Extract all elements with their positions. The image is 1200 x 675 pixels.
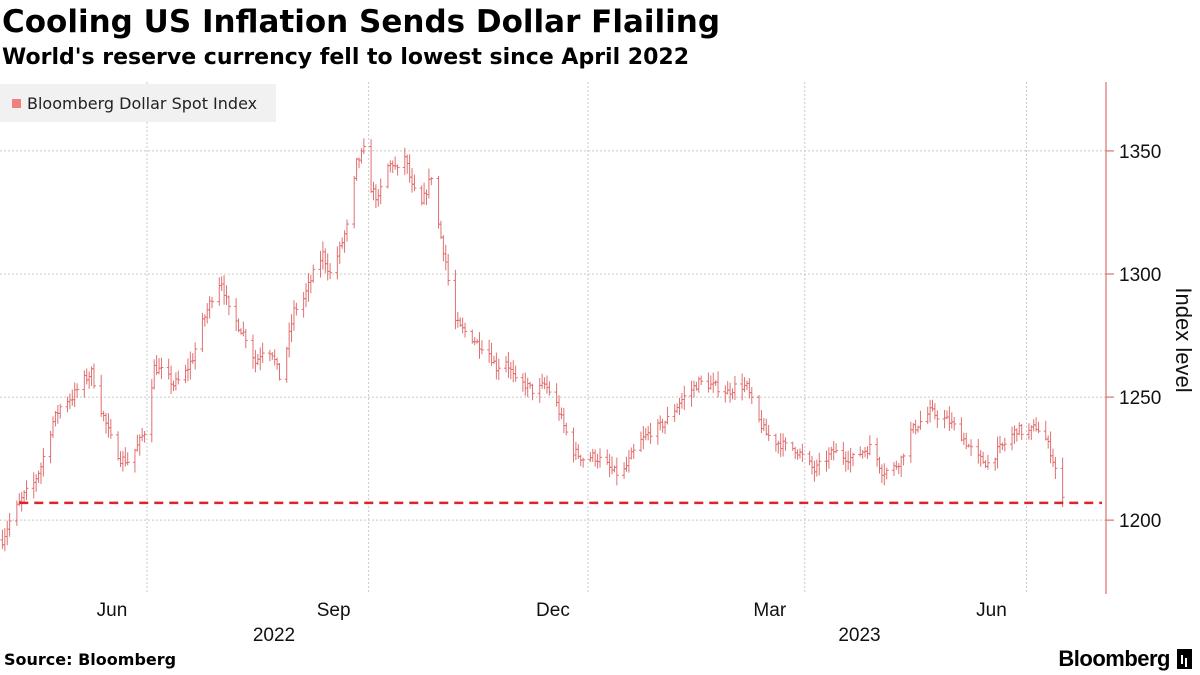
y-axis-label: Index level — [1171, 287, 1196, 392]
y-tick-label: 1350 — [1119, 142, 1161, 163]
series-bloomberg-dollar-spot-index — [0, 138, 1065, 552]
legend: Bloomberg Dollar Spot Index — [0, 84, 276, 122]
legend-swatch — [12, 98, 21, 108]
grid — [0, 82, 1106, 594]
x-tick-label: Sep — [317, 600, 351, 621]
legend-label: Bloomberg Dollar Spot Index — [27, 93, 258, 113]
brand-name: Bloomberg — [1058, 646, 1170, 671]
y-axis: 1200 1250 1300 1350 Index level — [1105, 82, 1196, 594]
x-tick-label: Dec — [536, 600, 570, 621]
x-tick-label: Jun — [97, 600, 128, 621]
bloomberg-badge-icon — [1177, 649, 1192, 669]
bloomberg-logo: Bloomberg — [1058, 646, 1192, 672]
x-axis: Jun Sep Dec Mar Jun 2022 2023 — [97, 600, 1007, 646]
source-note: Source: Bloomberg — [4, 650, 177, 669]
chart-subtitle: World's reserve currency fell to lowest … — [2, 45, 690, 70]
x-year-label: 2023 — [838, 625, 880, 646]
x-year-label: 2022 — [253, 625, 295, 646]
chart-title: Cooling US Inflation Sends Dollar Flaili… — [2, 4, 721, 40]
y-tick-label: 1200 — [1119, 511, 1161, 532]
y-tick-label: 1300 — [1119, 265, 1161, 286]
x-tick-label: Jun — [976, 600, 1007, 621]
y-tick-label: 1250 — [1119, 388, 1161, 409]
x-tick-label: Mar — [753, 600, 786, 621]
